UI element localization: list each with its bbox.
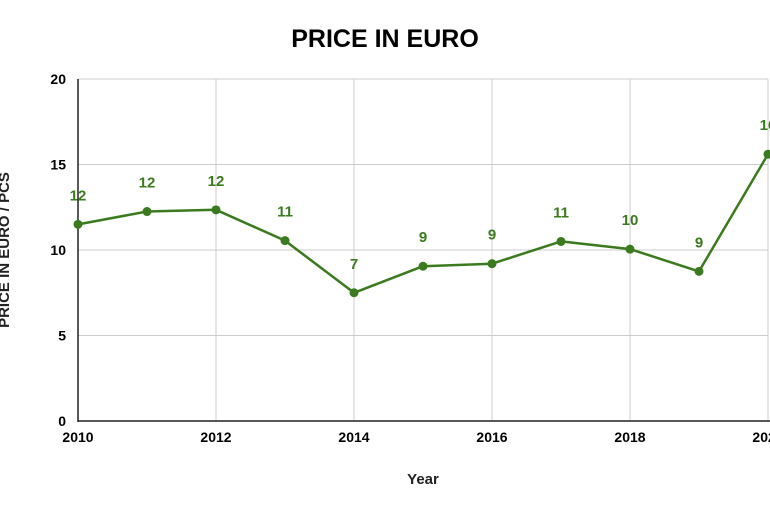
data-point [763,149,770,159]
data-label: 12 [139,175,156,192]
data-point [349,288,359,298]
gridlines [78,78,769,421]
y-tick-label: 10 [50,242,66,258]
data-label: 7 [350,256,358,273]
data-label: 11 [553,204,569,221]
y-tick-label: 15 [50,157,66,173]
data-label: 12 [208,173,225,190]
x-tick-label: 2012 [200,429,231,445]
series-line-path [77,153,770,295]
data-labels: 12 12 12 11 7 9 9 11 10 9 16 [70,117,770,273]
data-point [556,236,566,246]
data-label: 9 [419,229,427,246]
data-label: 10 [622,212,639,229]
data-point [487,259,497,269]
x-tick-label: 2010 [62,429,93,445]
axes [77,79,770,422]
y-axis-label: PRICE IN EURO / PCS [0,172,13,328]
data-label: 12 [70,187,87,204]
data-point [625,244,635,254]
y-tick-label: 20 [50,71,66,87]
y-tick-label: 0 [58,413,66,429]
x-axis-label: Year [407,471,439,488]
data-label: 9 [695,234,703,251]
data-point [694,266,704,276]
data-point [418,261,428,271]
data-label: 9 [488,227,496,244]
x-tick-label: 2016 [476,429,507,445]
data-point [142,207,152,217]
x-tick-label: 2014 [338,429,369,445]
series-line [73,149,770,298]
chart-title: PRICE IN EURO [291,25,479,53]
x-tick-label: 2018 [614,429,645,445]
y-tick-label: 5 [58,328,66,344]
data-point [73,219,83,229]
data-point [280,236,290,246]
data-label: 11 [277,204,293,221]
data-point [211,205,221,215]
data-label: 16 [760,117,770,134]
y-tick-labels: 0 5 10 15 20 [50,71,66,429]
